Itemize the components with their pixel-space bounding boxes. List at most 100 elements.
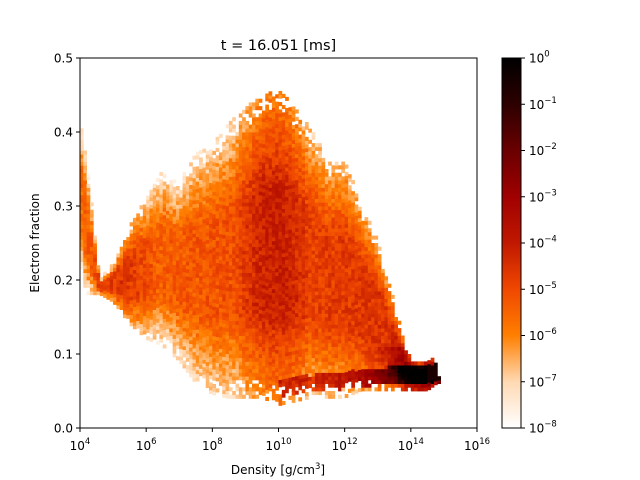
heatmap-cell	[275, 308, 279, 313]
heatmap-cell	[265, 285, 269, 291]
heatmap-cell	[169, 239, 174, 244]
heatmap-cell	[268, 220, 273, 225]
heatmap-cell	[255, 220, 260, 225]
heatmap-cell	[225, 176, 230, 181]
heatmap-cell	[218, 300, 223, 305]
heatmap-cell	[142, 315, 147, 320]
heatmap-cell	[285, 174, 289, 179]
heatmap-cell	[295, 331, 299, 336]
heatmap-cell	[357, 373, 362, 378]
heatmap-cell	[275, 316, 279, 321]
heatmap-cell	[202, 218, 207, 224]
heatmap-cell	[387, 372, 392, 377]
heatmap-cell	[407, 376, 412, 381]
heatmap-cell	[205, 284, 210, 289]
heatmap-cell	[318, 387, 322, 392]
heatmap-cell	[189, 339, 193, 345]
heatmap-cell	[351, 283, 355, 288]
heatmap-cell	[156, 303, 160, 308]
heatmap-cell	[195, 277, 200, 282]
heatmap-cell	[189, 210, 193, 215]
heatmap-cell	[166, 210, 170, 215]
heatmap-cell	[357, 365, 362, 370]
heatmap-cell	[189, 236, 193, 241]
heatmap-cell	[179, 241, 183, 246]
heatmap-cell	[258, 180, 263, 185]
heatmap-cell	[314, 154, 319, 159]
heatmap-cell	[222, 382, 226, 387]
heatmap-cell	[261, 302, 266, 308]
heatmap-cell	[172, 294, 177, 299]
heatmap-cell	[285, 222, 289, 227]
heatmap-cell	[321, 157, 326, 162]
heatmap-cell	[308, 165, 312, 170]
heatmap-cell	[252, 102, 256, 107]
heatmap-cell	[258, 143, 263, 148]
heatmap-cell	[80, 217, 84, 222]
heatmap-cell	[291, 202, 296, 207]
heatmap-cell	[331, 250, 336, 255]
heatmap-cell	[192, 303, 197, 308]
heatmap-cell	[265, 215, 269, 220]
heatmap-cell	[304, 377, 309, 382]
heatmap-cell	[271, 207, 276, 212]
heatmap-cell	[192, 348, 197, 353]
heatmap-cell	[298, 267, 303, 272]
heatmap-cell	[268, 302, 273, 307]
heatmap-cell	[338, 376, 342, 381]
heatmap-cell	[205, 187, 210, 192]
heatmap-cell	[338, 265, 342, 270]
heatmap-cell	[328, 198, 332, 203]
heatmap-cell	[109, 267, 114, 273]
heatmap-cell	[361, 243, 365, 248]
heatmap-cell	[209, 149, 213, 154]
heatmap-cell	[199, 361, 203, 366]
heatmap-cell	[169, 209, 174, 214]
heatmap-cell	[255, 183, 260, 188]
heatmap-cell	[209, 289, 213, 295]
heatmap-cell	[225, 227, 230, 232]
heatmap-cell	[242, 224, 246, 229]
heatmap-cell	[189, 199, 193, 204]
heatmap-cell	[275, 179, 279, 184]
heatmap-cell	[232, 328, 236, 333]
heatmap-cell	[89, 276, 94, 281]
heatmap-cell	[338, 320, 342, 325]
heatmap-cell	[189, 277, 193, 282]
heatmap-cell	[374, 354, 379, 359]
heatmap-cell	[314, 202, 319, 207]
heatmap-cell	[86, 209, 91, 214]
heatmap-cell	[321, 180, 326, 185]
heatmap-cell	[159, 305, 164, 310]
heatmap-cell	[172, 190, 177, 195]
heatmap-cell	[215, 358, 220, 363]
heatmap-cell	[238, 331, 243, 336]
heatmap-cell	[275, 127, 279, 132]
heatmap-cell	[400, 346, 405, 351]
heatmap-cell	[195, 273, 200, 278]
heatmap-cell	[268, 335, 273, 340]
heatmap-cell	[242, 172, 246, 177]
heatmap-cell	[80, 169, 84, 174]
heatmap-cell	[132, 291, 137, 296]
heatmap-cell	[301, 244, 306, 249]
heatmap-cell	[394, 328, 398, 333]
heatmap-cell	[222, 215, 226, 221]
heatmap-cell	[119, 261, 124, 266]
heatmap-cell	[146, 214, 150, 219]
heatmap-cell	[291, 139, 296, 144]
heatmap-cell	[245, 239, 250, 244]
heatmap-cell	[245, 324, 250, 329]
heatmap-cell	[278, 320, 283, 325]
heatmap-cell	[215, 236, 220, 241]
heatmap-cell	[89, 220, 94, 225]
heatmap-cell	[252, 172, 256, 177]
heatmap-cell	[304, 159, 309, 164]
heatmap-cell	[331, 309, 336, 314]
heatmap-cell	[278, 116, 283, 121]
heatmap-cell	[347, 314, 352, 319]
heatmap-cell	[242, 143, 246, 148]
heatmap-cell	[248, 283, 253, 288]
heatmap-cell	[384, 387, 389, 392]
heatmap-cell	[209, 271, 213, 276]
